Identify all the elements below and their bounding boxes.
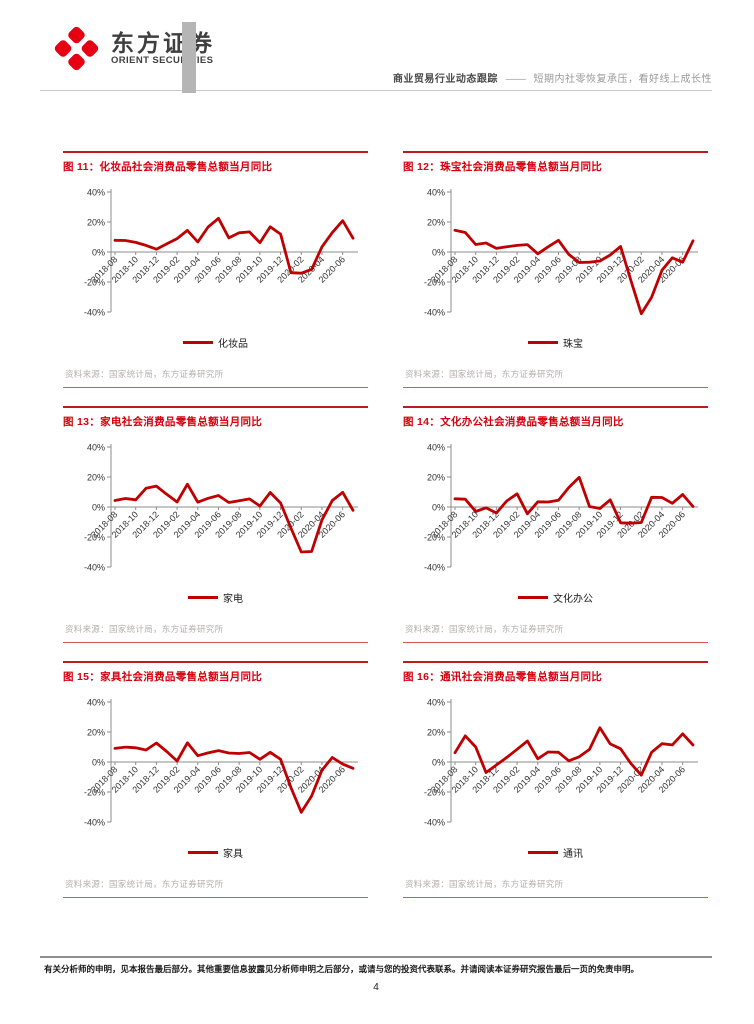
chart-legend: 珠宝 (403, 335, 708, 350)
figure-source: 资料来源：国家统计局，东方证券研究所 (65, 369, 224, 379)
legend-label: 通讯 (563, 849, 583, 860)
logo-name-cn: 东方证券 (111, 29, 215, 56)
figure-source: 资料来源：国家统计局，东方证券研究所 (65, 624, 224, 634)
legend-label: 珠宝 (563, 339, 583, 350)
series-line (113, 741, 355, 814)
y-tick-label: -20% (424, 788, 445, 798)
legend-label: 化妆品 (218, 339, 248, 350)
y-tick-label: 40% (427, 188, 445, 198)
y-tick-label: 40% (87, 188, 105, 198)
series-line (453, 475, 695, 525)
figures-grid: 图 11：化妆品社会消费品零售总额当月同比 40% 20% 0% -20% -40% 201… (63, 151, 708, 898)
y-tick-label: 20% (427, 218, 445, 228)
y-tick-label: -40% (84, 818, 105, 828)
y-tick-label: -40% (84, 563, 105, 573)
line-chart: 40%20%0%-20%-40%2018-082018-102018-12201… (84, 698, 358, 828)
figure-caption: 图 14：文化办公社会消费品零售总额当月同比 (403, 416, 624, 428)
y-tick-label: 20% (427, 473, 445, 483)
y-tick-label: 0% (432, 503, 445, 513)
y-tick-label: -40% (84, 308, 105, 318)
legend-line-marker (188, 596, 218, 599)
line-chart: 40%20%0%-20%-40%2018-082018-102018-12201… (424, 188, 698, 318)
legend-line-marker (188, 851, 218, 854)
logo-text: 东方证券 ORIENT SECURITIES (111, 31, 215, 66)
orient-securities-logo-icon (53, 25, 100, 72)
y-tick-label: 40% (87, 443, 105, 453)
figure-caption: 图 13：家电社会消费品零售总额当月同比 (63, 416, 263, 428)
y-tick-label: 0% (432, 758, 445, 768)
legend-line-marker (183, 341, 213, 344)
series-line (113, 216, 355, 275)
series-line (453, 726, 695, 777)
legend-label: 家电 (223, 594, 243, 605)
figure-source: 资料来源：国家统计局，东方证券研究所 (405, 369, 564, 379)
series-line (113, 482, 355, 554)
page-number: 4 (373, 982, 379, 993)
figure-block: 图 11：化妆品社会消费品零售总额当月同比 40% 20% 0% -20% -40% 201… (63, 151, 368, 388)
y-tick-label: -20% (424, 278, 445, 288)
figure-source: 资料来源：国家统计局，东方证券研究所 (65, 879, 224, 889)
header-divider-bar (182, 22, 196, 93)
page-footer: 有关分析师的申明，见本报告最后部分。其他重要信息披露见分析师申明之后部分，或请与… (40, 956, 712, 993)
figure-block: 图 16：通讯社会消费品零售总额当月同比 40% 20% 0% -20% -40% 2018… (403, 661, 708, 898)
disclaimer-text: 有关分析师的申明，见本报告最后部分。其他重要信息披露见分析师申明之后部分，或请与… (44, 964, 640, 974)
y-tick-label: 0% (92, 503, 105, 513)
y-tick-label: -20% (424, 533, 445, 543)
chart-legend: 家电 (63, 590, 368, 605)
y-tick-label: 20% (87, 218, 105, 228)
y-tick-label: -20% (84, 788, 105, 798)
chart-legend: 文化办公 (403, 590, 708, 605)
legend-line-marker (528, 851, 558, 854)
report-series-label: 商业贸易行业动态跟踪 (392, 74, 498, 85)
report-header-text: 商业贸易行业动态跟踪 —— 短期内社零恢复承压，看好线上成长性 (393, 70, 712, 85)
y-tick-label: -20% (84, 278, 105, 288)
y-tick-label: 20% (87, 728, 105, 738)
line-chart: 40%20%0%-20%-40%2018-082018-102018-12201… (84, 443, 358, 573)
figure-block: 图 12：珠宝社会消费品零售总额当月同比 40% 20% 0% -20% -40% 2018… (403, 151, 708, 388)
figure-source: 资料来源：国家统计局，东方证券研究所 (405, 879, 564, 889)
y-tick-label: 0% (92, 248, 105, 258)
y-tick-label: -40% (424, 818, 445, 828)
chart-legend: 化妆品 (63, 335, 368, 350)
y-tick-label: 40% (87, 698, 105, 708)
legend-label: 文化办公 (553, 594, 593, 605)
chart-legend: 通讯 (403, 845, 708, 860)
figure-block: 图 15：家具社会消费品零售总额当月同比 40% 20% 0% -20% -40% 2018… (63, 661, 368, 898)
figure-caption: 图 11：化妆品社会消费品零售总额当月同比 (63, 161, 273, 173)
y-tick-label: -40% (424, 563, 445, 573)
y-tick-label: 0% (432, 248, 445, 258)
y-tick-label: -20% (84, 533, 105, 543)
legend-label: 家具 (223, 849, 243, 860)
y-tick-label: 0% (92, 758, 105, 768)
figure-caption: 图 12：珠宝社会消费品零售总额当月同比 (403, 161, 603, 173)
figure-caption: 图 16：通讯社会消费品零售总额当月同比 (403, 671, 603, 683)
footer-rule (40, 956, 712, 958)
figure-caption: 图 15：家具社会消费品零售总额当月同比 (63, 671, 263, 683)
figure-block: 图 14：文化办公社会消费品零售总额当月同比 40% 20% 0% -20% -40% 20… (403, 406, 708, 643)
y-tick-label: -40% (424, 308, 445, 318)
report-title: 短期内社零恢复承压，看好线上成长性 (533, 74, 712, 85)
legend-line-marker (518, 596, 548, 599)
y-tick-label: 40% (427, 443, 445, 453)
figure-source: 资料来源：国家统计局，东方证券研究所 (405, 624, 564, 634)
header-dash: —— (505, 74, 526, 85)
page-header: 东方证券 ORIENT SECURITIES 商业贸易行业动态跟踪 —— 短期内… (40, 0, 712, 93)
chart-legend: 家具 (63, 845, 368, 860)
line-chart: 40%20%0%-20%-40%2018-082018-102018-12201… (84, 188, 358, 318)
line-chart: 40%20%0%-20%-40%2018-082018-102018-12201… (424, 443, 698, 573)
y-tick-label: 40% (427, 698, 445, 708)
logo-name-en: ORIENT SECURITIES (111, 55, 214, 67)
line-chart: 40%20%0%-20%-40%2018-082018-102018-12201… (424, 698, 698, 828)
series-line (453, 228, 695, 316)
legend-line-marker (528, 341, 558, 344)
y-tick-label: 20% (427, 728, 445, 738)
figure-block: 图 13：家电社会消费品零售总额当月同比 40% 20% 0% -20% -40% 2018… (63, 406, 368, 643)
y-tick-label: 20% (87, 473, 105, 483)
